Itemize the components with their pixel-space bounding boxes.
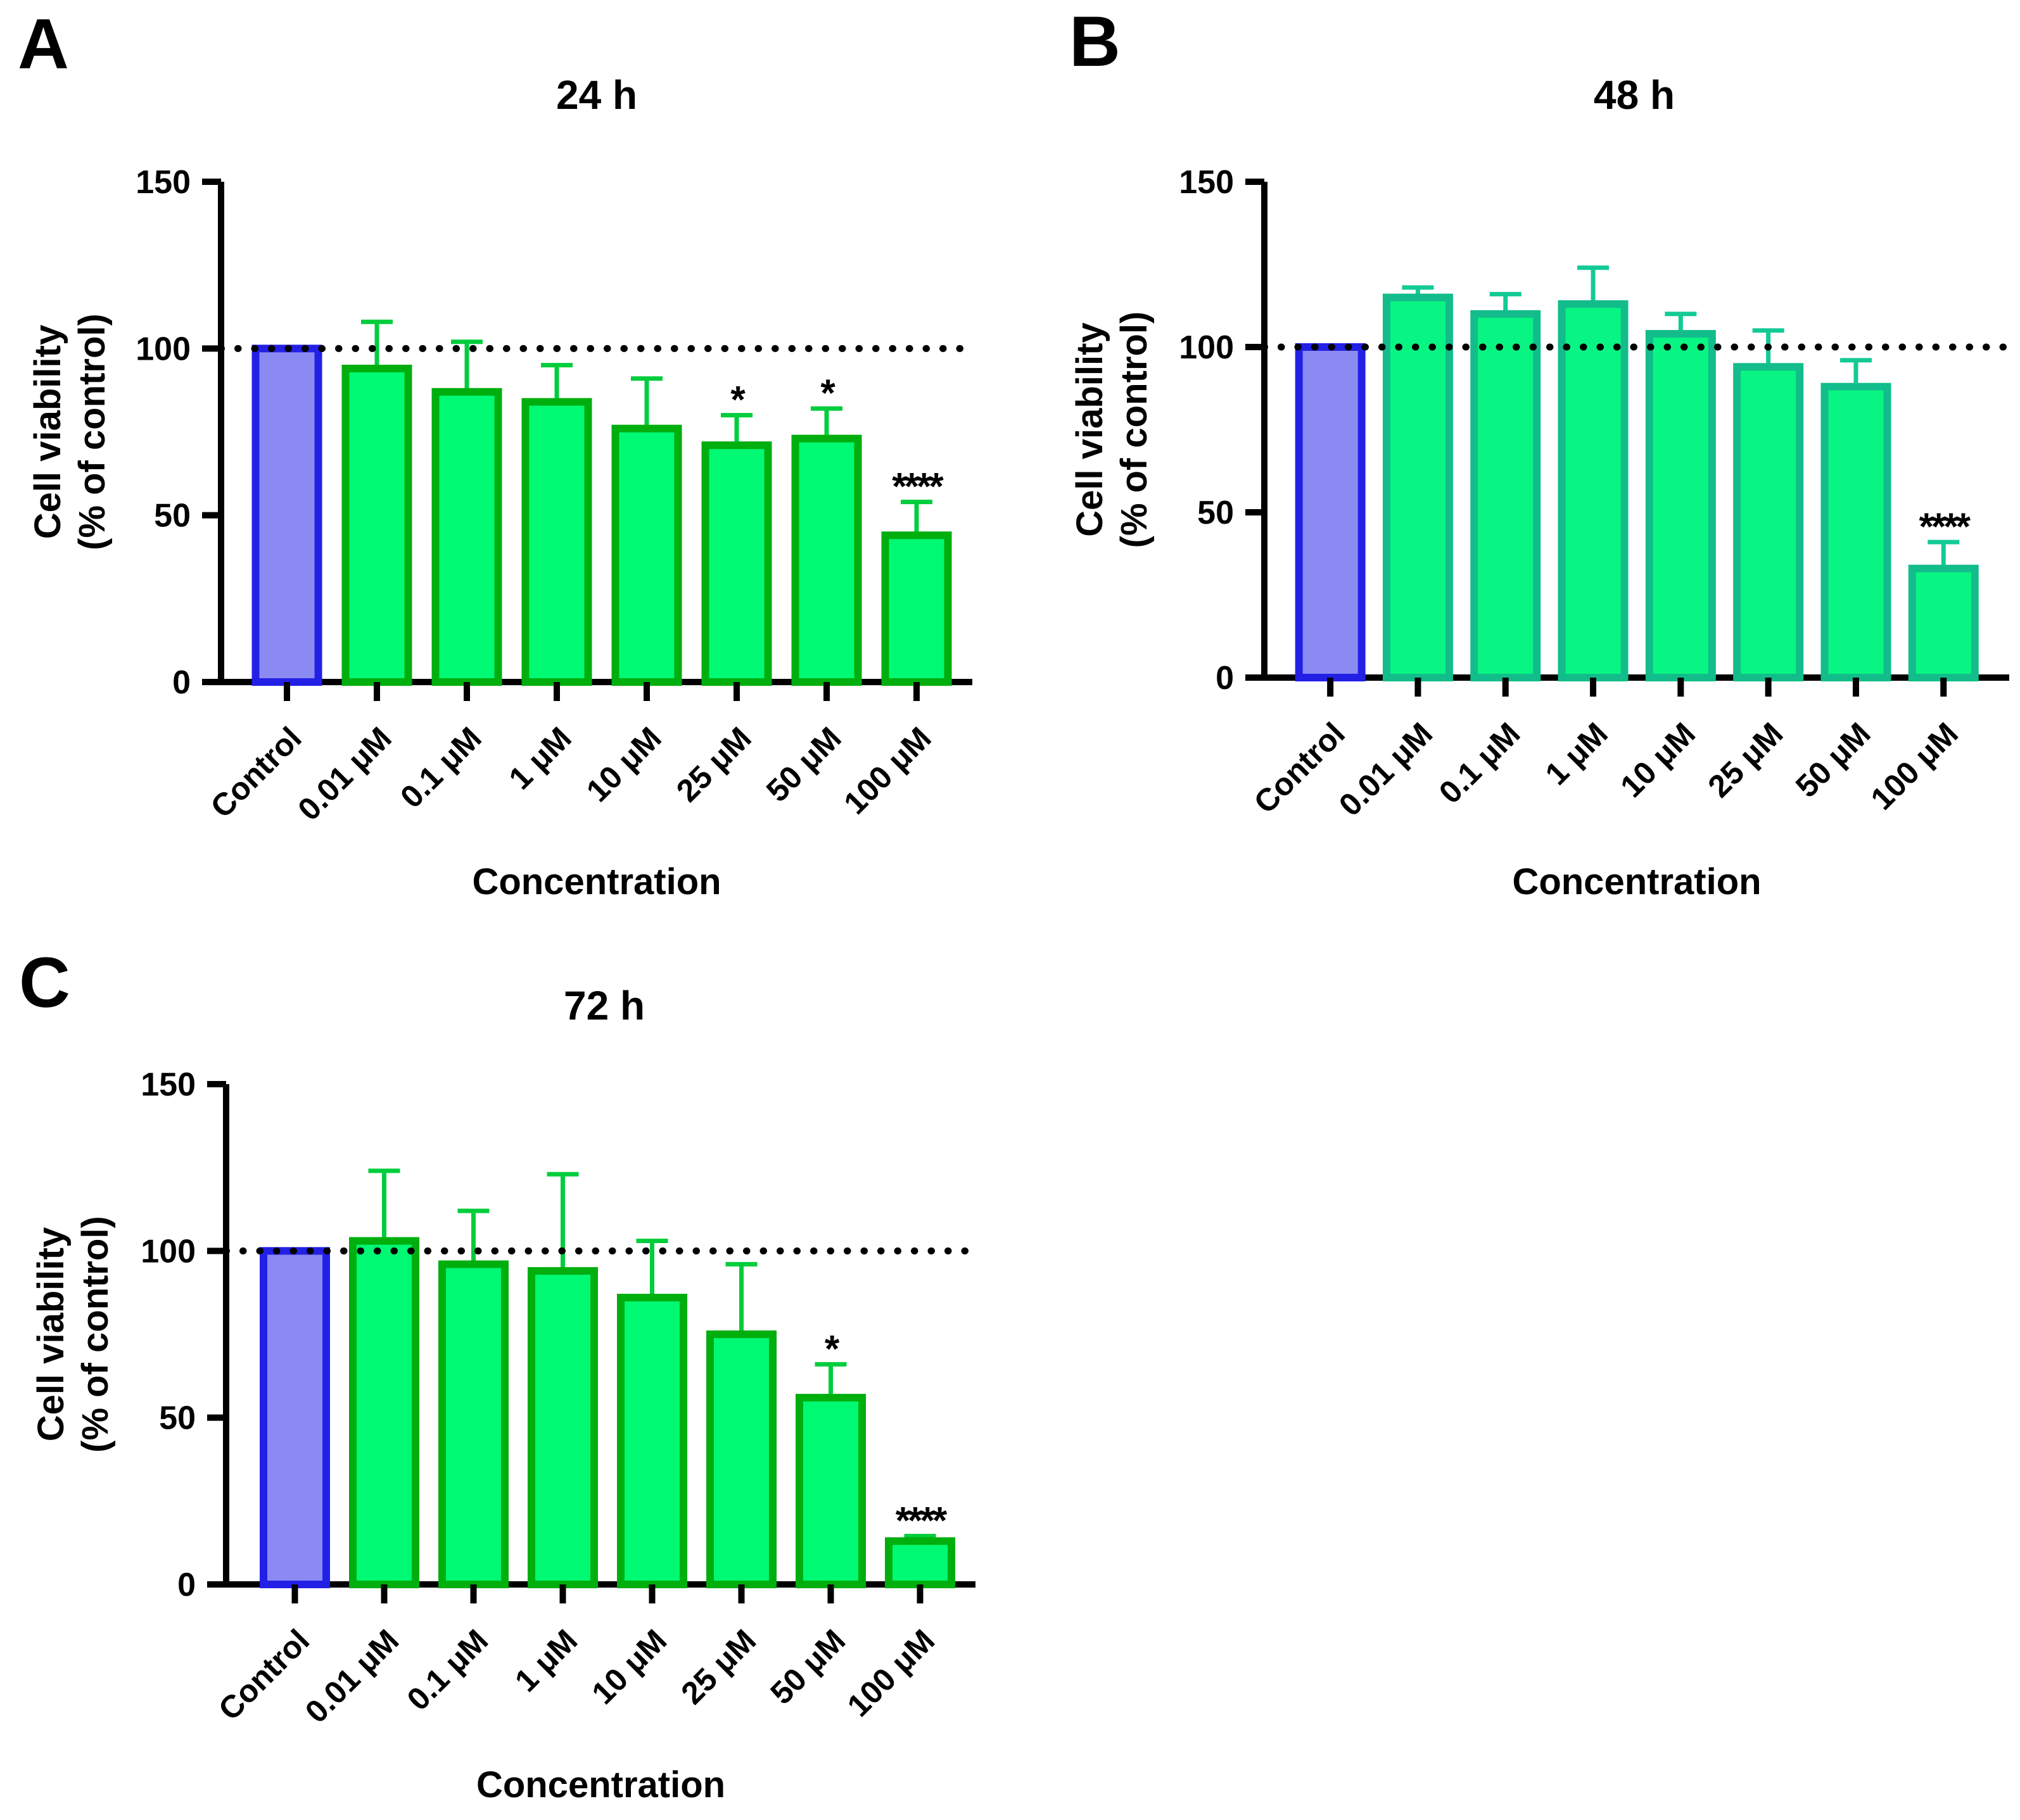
chart-title: 72 h	[564, 983, 645, 1028]
bar-1-m	[521, 398, 592, 686]
x-tick-label-10-m: 10 μM	[585, 1622, 673, 1711]
x-tick-label-25-m: 25 μM	[1701, 716, 1790, 804]
x-axis-title: Concentration	[476, 1764, 725, 1805]
bar-0.1-m	[1470, 310, 1541, 681]
bar-25-m	[1733, 363, 1804, 681]
x-tick-label-1-m: 1 μM	[502, 720, 578, 796]
y-tick-label: 150	[1179, 164, 1234, 201]
bar-100-m	[885, 1537, 955, 1588]
x-tick-label-50-m: 50 μM	[763, 1622, 852, 1711]
y-axis-title-line2: (% of control)	[1114, 312, 1155, 548]
bar-50-m	[791, 434, 862, 686]
y-axis-title-line1: Cell viability	[1069, 322, 1110, 536]
x-tick-label-0.01-m: 0.01 μM	[1332, 716, 1439, 823]
y-tick-label: 0	[177, 1567, 196, 1603]
x-tick-label-100-m: 100 μM	[1864, 716, 1965, 816]
bar-0.01-m	[1382, 293, 1453, 681]
x-tick-label-control: Control	[204, 720, 308, 825]
x-tick-label-control: Control	[1247, 716, 1352, 820]
x-tick-label-25-m: 25 μM	[670, 720, 758, 809]
bar-control	[251, 344, 322, 686]
bar-25-m	[706, 1330, 777, 1588]
y-tick-label: 150	[136, 164, 191, 201]
x-axis-title: Concentration	[1512, 861, 1761, 902]
bar-10-m	[611, 424, 682, 686]
y-tick-label: 50	[1197, 495, 1234, 531]
y-tick-label: 0	[172, 664, 191, 701]
y-axis-title-line2: (% of control)	[72, 313, 113, 550]
x-tick-label-0.1-m: 0.1 μM	[393, 720, 488, 815]
bar-0.01-m	[341, 364, 412, 686]
bar-control	[1295, 343, 1366, 681]
y-axis-title-line1: Cell viability	[30, 1227, 72, 1441]
bar-control	[260, 1247, 330, 1589]
x-tick-label-0.01-m: 0.01 μM	[291, 720, 398, 827]
bar-0.01-m	[349, 1237, 419, 1588]
x-tick-label-25-m: 25 μM	[674, 1622, 763, 1711]
panel-label-a: A	[18, 4, 69, 84]
y-tick-label: 100	[141, 1233, 196, 1270]
significance-100-m: ****	[1919, 505, 1971, 548]
x-tick-label-1-m: 1 μM	[1539, 716, 1615, 792]
bar-10-m	[617, 1294, 687, 1588]
significance-100-m: ****	[892, 465, 944, 508]
significance-100-m: ****	[896, 1500, 948, 1542]
y-axis-title-line1: Cell viability	[27, 325, 68, 539]
y-tick-label: 100	[1179, 329, 1234, 366]
bar-1-m	[528, 1267, 598, 1589]
y-tick-label: 0	[1216, 660, 1234, 697]
y-tick-label: 100	[136, 331, 191, 367]
x-tick-label-10-m: 10 μM	[580, 720, 668, 809]
chart-title: 48 h	[1594, 72, 1675, 118]
bar-50-m	[1820, 382, 1891, 681]
bar-1-m	[1558, 300, 1629, 681]
y-tick-label: 50	[154, 498, 191, 534]
x-tick-label-0.1-m: 0.1 μM	[400, 1622, 495, 1717]
bar-10-m	[1645, 330, 1716, 681]
x-tick-label-1-m: 1 μM	[508, 1622, 584, 1698]
bar-50-m	[796, 1394, 866, 1588]
x-tick-label-100-m: 100 μM	[841, 1622, 941, 1723]
bar-0.1-m	[438, 1260, 509, 1589]
y-tick-label: 50	[159, 1400, 196, 1437]
bar-100-m	[1908, 564, 1979, 681]
y-axis-title-line2: (% of control)	[75, 1216, 116, 1453]
x-tick-label-0.1-m: 0.1 μM	[1432, 716, 1527, 811]
y-tick-label: 150	[141, 1066, 196, 1103]
x-tick-label-10-m: 10 μM	[1613, 716, 1702, 804]
chart-title: 24 h	[556, 72, 637, 118]
bar-0.1-m	[431, 388, 502, 686]
x-axis-title: Concentration	[472, 861, 721, 902]
bar-100-m	[881, 531, 952, 686]
x-tick-label-50-m: 50 μM	[759, 720, 848, 809]
panel-label-c: C	[19, 943, 70, 1022]
panel-label-b: B	[1069, 2, 1121, 81]
x-tick-label-control: Control	[212, 1622, 316, 1727]
x-tick-label-100-m: 100 μM	[837, 720, 937, 821]
x-tick-label-0.01-m: 0.01 μM	[298, 1622, 405, 1729]
bar-25-m	[701, 441, 772, 686]
